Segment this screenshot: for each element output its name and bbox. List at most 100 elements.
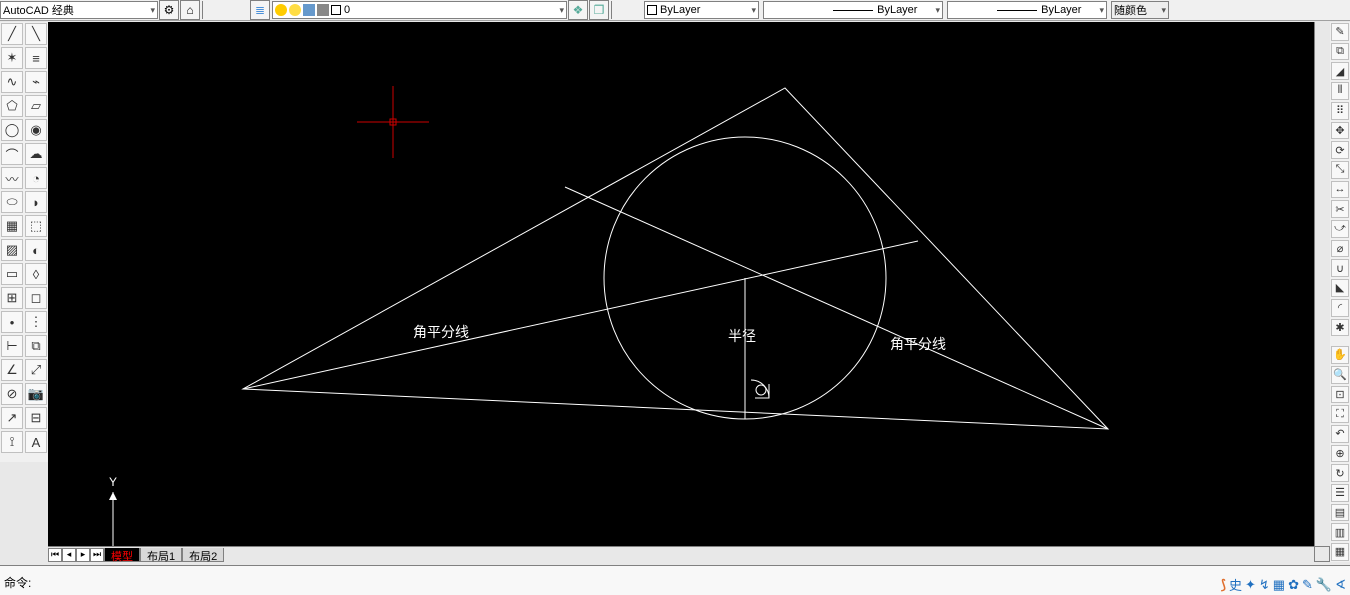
chevron-icon[interactable]: ∢ bbox=[1335, 577, 1346, 593]
multiline-tool[interactable]: ≡ bbox=[25, 47, 47, 69]
tab-layout1[interactable]: 布局1 bbox=[140, 548, 182, 562]
3dpolyline-tool[interactable]: ⌁ bbox=[25, 71, 47, 93]
svg-text:Y: Y bbox=[109, 475, 117, 489]
leader-tool[interactable]: ↗ bbox=[1, 407, 23, 429]
chevron-down-icon: ▾ bbox=[1099, 5, 1104, 16]
spline-tool[interactable]: 〰 bbox=[1, 167, 23, 189]
mirror-tool[interactable]: ⧉ bbox=[25, 335, 47, 357]
pan-tool[interactable]: ✋ bbox=[1331, 346, 1349, 364]
svg-text:角平分线: 角平分线 bbox=[413, 324, 469, 340]
copy-tool[interactable]: ⧉ bbox=[1331, 43, 1349, 61]
array-tool[interactable]: ⠿ bbox=[1331, 102, 1349, 120]
workspace-selector[interactable]: AutoCAD 经典 ▾ bbox=[0, 1, 158, 19]
donut-tool[interactable]: ◉ bbox=[25, 119, 47, 141]
insert-block-tool[interactable]: ▦ bbox=[1, 215, 23, 237]
construction-line-tool[interactable]: ✶ bbox=[1, 47, 23, 69]
linetype-selector[interactable]: ByLayer ▾ bbox=[763, 1, 943, 19]
ray-tool[interactable]: ╲ bbox=[25, 23, 47, 45]
gradient-tool[interactable]: ◐ bbox=[25, 239, 47, 261]
line-tool[interactable]: ╱ bbox=[1, 23, 23, 45]
arc-tool[interactable]: ⌒ bbox=[1, 143, 23, 165]
explode-tool[interactable]: ✱ bbox=[1331, 319, 1349, 337]
scale-tool[interactable]: ⤡ bbox=[1331, 161, 1349, 179]
wrench-icon[interactable]: ✎ bbox=[1302, 577, 1313, 593]
plotstyle-selector[interactable]: 随颜色 ▾ bbox=[1111, 1, 1169, 19]
chamfer-tool[interactable]: ◣ bbox=[1331, 279, 1349, 297]
mirror-mod-tool[interactable]: ◢ bbox=[1331, 62, 1349, 80]
join-tool[interactable]: ∪ bbox=[1331, 259, 1349, 277]
extend-tool[interactable]: ⤢ bbox=[25, 359, 47, 381]
regen-tool[interactable]: ↻ bbox=[1331, 464, 1349, 482]
move-tool[interactable]: ✥ bbox=[1331, 122, 1349, 140]
comm-icon[interactable]: ↯ bbox=[1259, 577, 1270, 593]
point-tool[interactable]: • bbox=[1, 311, 23, 333]
arc2-tool[interactable]: ◔ bbox=[25, 167, 47, 189]
tab-first-button[interactable]: ⏮ bbox=[48, 548, 62, 562]
region-tool[interactable]: ▭ bbox=[1, 263, 23, 285]
command-line[interactable]: 命令: ⟆ 史 ✦ ↯ ▦ ✿ ✎ 🔧 ∢ bbox=[0, 565, 1350, 595]
layer-previous-button[interactable]: ❖ bbox=[568, 0, 588, 20]
dimension-style-tool[interactable]: ⟟ bbox=[1, 431, 23, 453]
layer-selector[interactable]: 0 ▾ bbox=[272, 1, 567, 19]
zoom-tool[interactable]: 🔍 bbox=[1331, 366, 1349, 384]
tools-icon[interactable]: 🔧 bbox=[1316, 577, 1332, 593]
lineweight-selector[interactable]: ByLayer ▾ bbox=[947, 1, 1107, 19]
ellipse-arc-tool[interactable]: ◗ bbox=[25, 191, 47, 213]
boundary-tool[interactable]: ◊ bbox=[25, 263, 47, 285]
design-center-tool[interactable]: ▤ bbox=[1331, 504, 1349, 522]
polyline-tool[interactable]: ∿ bbox=[1, 71, 23, 93]
tab-last-button[interactable]: ⏭ bbox=[90, 548, 104, 562]
status-icon[interactable]: 史 bbox=[1229, 575, 1242, 594]
settings-icon[interactable]: ✿ bbox=[1288, 577, 1299, 593]
ellipse-tool[interactable]: ⬭ bbox=[1, 191, 23, 213]
hatch-tool[interactable]: ▨ bbox=[1, 239, 23, 261]
revision-cloud-tool[interactable]: ☁ bbox=[25, 143, 47, 165]
line-sample-icon bbox=[997, 10, 1037, 11]
tab-next-button[interactable]: ▸ bbox=[76, 548, 90, 562]
properties-tool[interactable]: ☰ bbox=[1331, 484, 1349, 502]
offset-tool[interactable]: ⫴ bbox=[1331, 82, 1349, 100]
text-tool[interactable]: A bbox=[25, 431, 47, 453]
dimension-radius-tool[interactable]: ⊘ bbox=[1, 383, 23, 405]
tab-prev-button[interactable]: ◂ bbox=[62, 548, 76, 562]
grid-status-icon[interactable]: ▦ bbox=[1273, 577, 1285, 593]
sheet-set-tool[interactable]: ▦ bbox=[1331, 543, 1349, 561]
spacer bbox=[1330, 337, 1350, 345]
dimension-linear-tool[interactable]: ⊢ bbox=[1, 335, 23, 357]
extend-mod-tool[interactable]: ⤻ bbox=[1331, 220, 1349, 238]
make-block-tool[interactable]: ⬚ bbox=[25, 215, 47, 237]
fillet-tool[interactable]: ◜ bbox=[1331, 299, 1349, 317]
circle-tool[interactable]: ◯ bbox=[1, 119, 23, 141]
trim-tool[interactable]: ✂ bbox=[1331, 200, 1349, 218]
rectangle-tool[interactable]: ▱ bbox=[25, 95, 47, 117]
erase-tool[interactable]: ✎ bbox=[1331, 23, 1349, 41]
zoom-extents-tool[interactable]: ⛶ bbox=[1331, 405, 1349, 423]
horizontal-scrollbar[interactable]: ⏮ ◂ ▸ ⏭ 模型 布局1 布局2 bbox=[48, 546, 1314, 562]
drawing-canvas[interactable]: 角平分线半径角平分线XY bbox=[48, 22, 1314, 546]
grid-tool[interactable]: ⊟ bbox=[25, 407, 47, 429]
break-tool[interactable]: ⌀ bbox=[1331, 240, 1349, 258]
stretch-tool[interactable]: ↔ bbox=[1331, 181, 1349, 199]
layer-states-button[interactable]: ❒ bbox=[589, 0, 609, 20]
rotate-tool[interactable]: ⟳ bbox=[1331, 141, 1349, 159]
draw-tool-column: ╱ ✶ ∿ ⬠ ◯ ⌒ 〰 ⬭ ▦ ▨ ▭ ⊞ • ⊢ ∠ ⊘ ↗ ⟟ bbox=[0, 22, 24, 462]
workspace-home-button[interactable]: ⌂ bbox=[180, 0, 200, 20]
tab-model[interactable]: 模型 bbox=[104, 548, 140, 562]
wipeout-tool[interactable]: ◻ bbox=[25, 287, 47, 309]
zoom-previous-tool[interactable]: ↶ bbox=[1331, 425, 1349, 443]
orbit-tool[interactable]: ⊕ bbox=[1331, 445, 1349, 463]
table-tool[interactable]: ⊞ bbox=[1, 287, 23, 309]
camera-tool[interactable]: 📷 bbox=[25, 383, 47, 405]
polygon-tool[interactable]: ⬠ bbox=[1, 95, 23, 117]
layer-manager-button[interactable]: ≣ bbox=[250, 0, 270, 20]
vertical-scrollbar[interactable] bbox=[1314, 22, 1330, 546]
divide-tool[interactable]: ⋮ bbox=[25, 311, 47, 333]
dimension-angular-tool[interactable]: ∠ bbox=[1, 359, 23, 381]
user-icon[interactable]: ✦ bbox=[1245, 577, 1256, 593]
tab-layout2[interactable]: 布局2 bbox=[182, 548, 224, 562]
chevron-down-icon: ▾ bbox=[751, 5, 756, 16]
zoom-window-tool[interactable]: ⊡ bbox=[1331, 386, 1349, 404]
tool-palettes-tool[interactable]: ▥ bbox=[1331, 523, 1349, 541]
color-selector[interactable]: ByLayer ▾ bbox=[644, 1, 759, 19]
workspace-settings-button[interactable]: ⚙ bbox=[159, 0, 179, 20]
